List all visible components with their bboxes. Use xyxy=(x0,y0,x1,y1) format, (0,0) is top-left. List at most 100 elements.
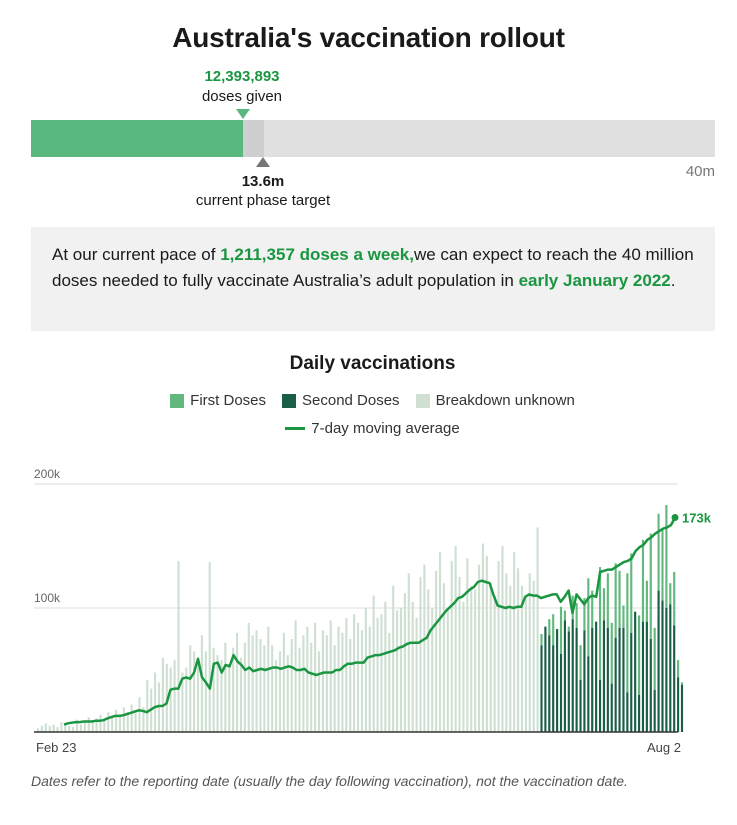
bar-unknown xyxy=(411,601,414,732)
bar-unknown xyxy=(474,589,477,732)
y-tick-label: 100k xyxy=(34,591,61,605)
bar-unknown xyxy=(228,663,231,732)
bar-unknown xyxy=(333,645,336,732)
legend: First Doses Second Doses Breakdown unkno… xyxy=(0,392,737,409)
bar-second-dose xyxy=(661,600,664,732)
summary-box: At our current pace of 1,211,357 doses a… xyxy=(31,227,715,331)
bar-unknown xyxy=(532,580,535,732)
bar-second-dose xyxy=(653,689,656,732)
legend-swatch-unknown xyxy=(415,393,430,408)
bar-unknown xyxy=(310,642,313,732)
bar-second-dose xyxy=(641,621,645,732)
bar-unknown xyxy=(196,657,200,732)
bar-second-dose xyxy=(677,677,680,732)
bar-unknown xyxy=(306,626,309,732)
bar-unknown xyxy=(83,722,86,732)
bar-second-dose xyxy=(598,679,602,732)
page-title: Australia's vaccination rollout xyxy=(172,22,565,53)
bar-first-dose xyxy=(673,572,676,626)
bar-unknown xyxy=(396,610,399,732)
summary-middle: we can expect to reach the 40 million do… xyxy=(52,245,694,290)
doses-given-value: 12,393,893 xyxy=(204,68,280,85)
bar-unknown xyxy=(173,660,176,732)
progress-given-fill xyxy=(31,120,244,157)
bar-unknown xyxy=(72,727,75,732)
doses-given-marker-icon xyxy=(236,109,250,119)
bar-unknown xyxy=(360,630,364,732)
bar-unknown xyxy=(107,712,110,732)
bar-unknown xyxy=(216,655,219,732)
bar-unknown xyxy=(138,697,141,732)
bar-unknown xyxy=(497,560,500,732)
bar-unknown xyxy=(91,720,94,732)
bar-unknown xyxy=(446,608,449,732)
legend-item-second-doses: Second Doses xyxy=(282,392,400,409)
bar-first-dose xyxy=(606,573,609,628)
bar-unknown xyxy=(95,718,98,732)
bar-second-dose xyxy=(673,625,676,732)
bar-second-dose xyxy=(587,656,590,732)
bar-unknown xyxy=(520,585,524,732)
legend-swatch-first xyxy=(170,393,185,408)
bar-first-dose xyxy=(626,573,629,693)
bar-unknown xyxy=(204,651,207,732)
bar-unknown xyxy=(427,589,430,732)
moving-average-last-label: 173k xyxy=(682,510,712,525)
bar-first-dose xyxy=(548,619,551,636)
bar-unknown xyxy=(212,647,215,732)
bar-unknown xyxy=(485,555,488,732)
bar-unknown xyxy=(60,722,63,732)
bar-unknown xyxy=(466,558,469,732)
bar-unknown xyxy=(68,725,71,732)
bar-unknown xyxy=(232,647,235,732)
bar-unknown xyxy=(536,527,539,732)
bar-unknown xyxy=(528,573,531,732)
bar-unknown xyxy=(134,713,137,732)
bar-unknown xyxy=(477,564,481,732)
y-tick-label: 200k xyxy=(34,467,61,481)
bar-unknown xyxy=(111,717,114,732)
bar-second-dose xyxy=(630,632,633,732)
bar-first-dose xyxy=(583,598,586,631)
bar-first-dose xyxy=(552,614,555,646)
bar-second-dose xyxy=(610,683,613,732)
bar-unknown xyxy=(52,724,55,732)
bar-first-dose xyxy=(657,513,660,591)
bar-second-dose xyxy=(669,604,672,732)
bar-unknown xyxy=(161,657,164,732)
bar-unknown xyxy=(407,573,410,732)
bar-second-dose xyxy=(680,684,684,732)
bar-unknown xyxy=(243,642,246,732)
legend-item-breakdown-unknown: Breakdown unknown xyxy=(415,392,575,409)
target-label: current phase target xyxy=(195,192,331,209)
bar-second-dose xyxy=(595,621,598,732)
bar-unknown xyxy=(189,645,192,732)
bar-unknown xyxy=(259,639,262,732)
bar-unknown xyxy=(177,560,180,732)
bar-unknown xyxy=(99,714,102,732)
bar-unknown xyxy=(290,639,293,732)
bar-unknown xyxy=(146,679,149,732)
bar-unknown xyxy=(501,546,504,732)
bar-unknown xyxy=(516,568,520,732)
footnote: Dates refer to the reporting date (usual… xyxy=(31,773,628,789)
bar-unknown xyxy=(239,657,243,732)
bar-first-dose xyxy=(602,588,606,621)
bar-first-dose xyxy=(665,505,668,608)
bar-unknown xyxy=(87,717,90,732)
legend-average: 7-day moving average xyxy=(0,420,737,437)
bar-first-dose xyxy=(645,580,648,622)
bar-unknown xyxy=(329,620,332,732)
bar-unknown xyxy=(302,635,305,732)
bar-unknown xyxy=(403,593,406,732)
doses-given-label: doses given xyxy=(201,88,283,105)
bar-first-dose xyxy=(653,627,656,690)
bar-unknown xyxy=(388,632,391,732)
bar-unknown xyxy=(353,614,356,732)
bar-unknown xyxy=(337,626,340,732)
bar-first-dose xyxy=(559,606,563,654)
bar-second-dose xyxy=(575,627,578,732)
legend-label-unknown: Breakdown unknown xyxy=(435,392,575,409)
bar-unknown xyxy=(130,704,133,732)
bar-unknown xyxy=(321,630,324,732)
